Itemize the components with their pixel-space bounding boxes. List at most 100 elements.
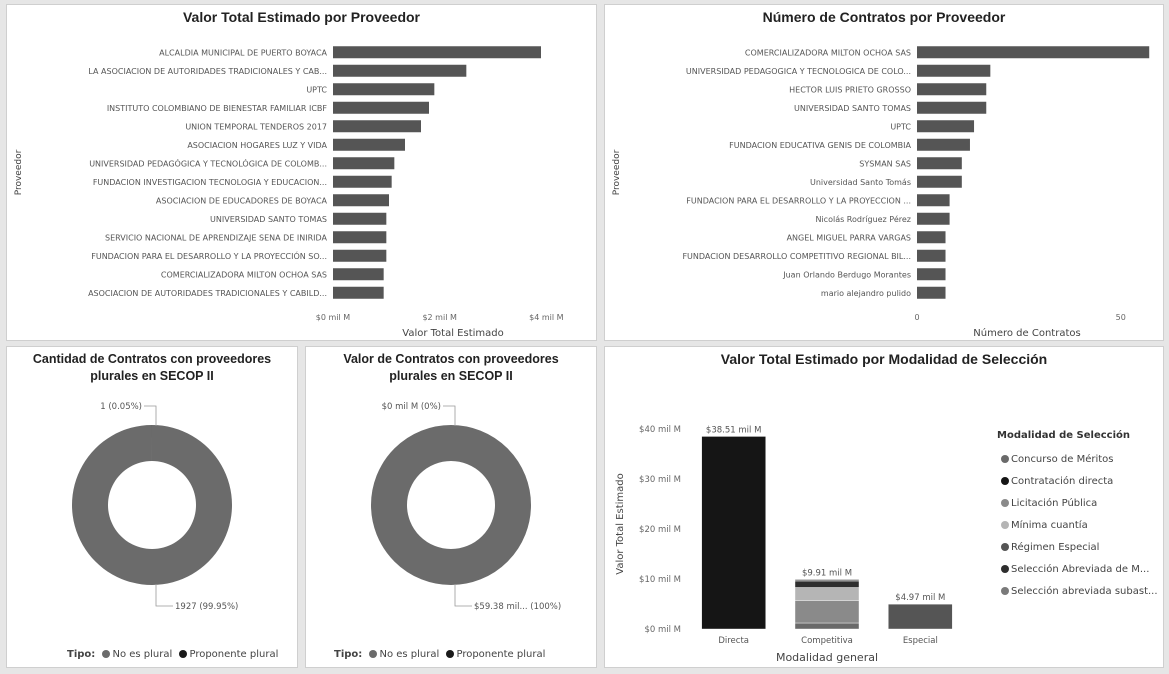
bar [333, 83, 435, 96]
legend-dot [1001, 587, 1009, 595]
cantidad-plurales-title-line2: plurales en SECOP II [90, 369, 214, 383]
contratos-proveedor-panel: Número de Contratos por Proveedor COMERC… [604, 4, 1164, 341]
x-tick-label: $4 mil M [529, 313, 564, 322]
category-label: mario alejandro pulido [821, 289, 911, 298]
donut-slice [72, 425, 233, 585]
category-label: COMERCIALIZADORA MILTON OCHOA SAS [161, 270, 327, 279]
stack-segment [794, 622, 860, 630]
y-tick-label: $40 mil M [639, 425, 681, 435]
x-tick-label: 0 [914, 313, 919, 322]
category-label: Directa [718, 636, 749, 646]
stack-segment [794, 587, 860, 601]
legend-dot [1001, 477, 1009, 485]
bar [917, 175, 962, 188]
legend-item[interactable]: Contratación directa [997, 471, 1158, 493]
stack-segment [701, 436, 766, 630]
leader-line [443, 405, 456, 426]
category-label: ALCALDIA MUNICIPAL DE PUERTO BOYACA [159, 48, 327, 57]
legend-item-plural[interactable]: Proponente plural [456, 649, 546, 660]
bar [917, 138, 970, 151]
legend-label: Concurso de Méritos [1011, 454, 1114, 465]
x-axis-label: Modalidad general [776, 651, 878, 664]
bar [333, 268, 384, 281]
category-label: SERVICIO NACIONAL DE APRENDIZAJE SENA DE… [105, 233, 328, 242]
category-label: Competitiva [801, 636, 853, 646]
leader-line [155, 584, 173, 607]
x-axis-label: Valor Total Estimado [402, 328, 503, 339]
modalidad-legend-title: Modalidad de Selección [997, 430, 1131, 441]
legend-item[interactable]: Licitación Pública [997, 493, 1158, 515]
y-axis-label: Proveedor [14, 149, 24, 195]
category-label: ASOCIACION DE EDUCADORES DE BOYACA [156, 196, 328, 205]
cantidad-plurales-title-line1: Cantidad de Contratos con proveedores [32, 352, 272, 366]
category-label: Juan Orlando Berdugo Morantes [782, 270, 911, 279]
legend-item-no-plural[interactable]: No es plural [379, 649, 440, 660]
category-label: ANGEL MIGUEL PARRA VARGAS [787, 233, 911, 242]
legend-item-plural[interactable]: Proponente plural [189, 649, 279, 660]
bar [333, 194, 389, 207]
category-label: FUNDACION PARA EL DESARROLLO Y LA PROYEC… [686, 196, 911, 205]
cantidad-plurales-legend: Tipo: No es plural Proponente plural [67, 649, 278, 660]
category-label: COMERCIALIZADORA MILTON OCHOA SAS [745, 48, 911, 57]
bar [917, 83, 987, 96]
category-label: FUNDACION DESARROLLO COMPETITIVO REGIONA… [682, 252, 911, 261]
legend-item[interactable]: Concurso de Méritos [997, 449, 1158, 471]
slice-label: 1 (0.05%) [100, 402, 142, 412]
x-tick-label: $2 mil M [422, 313, 457, 322]
category-label: Universidad Santo Tomás [810, 178, 911, 187]
y-tick-label: $10 mil M [639, 575, 681, 585]
y-axis-label: Proveedor [612, 149, 622, 195]
valor-plurales-title-line2: plurales en SECOP II [389, 369, 513, 383]
leader-line [144, 405, 157, 426]
legend-item[interactable]: Régimen Especial [997, 537, 1158, 559]
cantidad-plurales-panel: Cantidad de Contratos con proveedores pl… [6, 346, 298, 668]
stack-segment [794, 580, 860, 588]
valor-plurales-legend: Tipo: No es plural Proponente plural [334, 649, 545, 660]
legend-item[interactable]: Selección abreviada subast... [997, 581, 1158, 603]
bar [333, 212, 387, 225]
bar [917, 194, 950, 207]
valor-plurales-donut: $0 mil M (0%) $59.38 mil... (100%) [371, 402, 561, 612]
bar [917, 157, 962, 170]
valor-proveedor-title: Valor Total Estimado por Proveedor [182, 9, 420, 25]
legend-item[interactable]: Mínima cuantía [997, 515, 1158, 537]
leader-line [454, 584, 472, 607]
bar [917, 64, 991, 77]
cantidad-plurales-donut: 1 (0.05%) 1927 (99.95%) [72, 402, 238, 612]
bar [917, 212, 950, 225]
bar [917, 231, 946, 244]
modalidad-legend: Modalidad de Selección Concurso de Mérit… [997, 430, 1158, 603]
cantidad-plurales-title: Cantidad de Contratos con proveedores pl… [7, 351, 297, 385]
contratos-proveedor-title: Número de Contratos por Proveedor [762, 9, 1006, 25]
total-label: $4.97 mil M [895, 593, 945, 603]
x-tick-label: $0 mil M [316, 313, 351, 322]
slice-label: 1927 (99.95%) [175, 602, 238, 612]
x-axis-label: Número de Contratos [973, 327, 1080, 339]
category-label: HECTOR LUIS PRIETO GROSSO [789, 85, 911, 94]
stack-segment [794, 579, 860, 582]
bar [917, 120, 975, 133]
valor-plurales-title-line1: Valor de Contratos con proveedores [343, 352, 559, 366]
legend-label: Licitación Pública [1011, 498, 1098, 509]
bar [333, 286, 384, 299]
category-label: UNIVERSIDAD SANTO TOMAS [210, 215, 327, 224]
legend-item[interactable]: Selección Abreviada de M... [997, 559, 1158, 581]
category-label: LA ASOCIACION DE AUTORIDADES TRADICIONAL… [88, 67, 327, 76]
category-label: UNION TEMPORAL TENDEROS 2017 [185, 122, 327, 131]
legend-title: Tipo: [334, 649, 363, 660]
bar [333, 157, 395, 170]
legend-item-no-plural[interactable]: No es plural [112, 649, 173, 660]
legend-label: Régimen Especial [1011, 542, 1100, 553]
stack-segment [888, 603, 953, 630]
category-label: UNIVERSIDAD PEDAGOGICA Y TECNOLOGICA DE … [686, 67, 911, 76]
stack-segment [794, 600, 860, 624]
modalidad-chart: $0 mil M $10 mil M $20 mil M $30 mil M $40 m… [615, 425, 953, 664]
valor-proveedor-panel: Valor Total Estimado por Proveedor ALCAL… [6, 4, 597, 341]
slice-label: $0 mil M (0%) [382, 402, 441, 412]
category-label: ASOCIACION DE AUTORIDADES TRADICIONALES … [88, 289, 327, 298]
legend-dot [1001, 455, 1009, 463]
category-label: ASOCIACION HOGARES LUZ Y VIDA [187, 141, 327, 150]
valor-plurales-title: Valor de Contratos con proveedores plura… [306, 351, 596, 385]
y-axis-label: Valor Total Estimado [615, 473, 626, 574]
contratos-proveedor-chart: COMERCIALIZADORA MILTON OCHOA SAS UNIVERS… [612, 46, 1150, 339]
